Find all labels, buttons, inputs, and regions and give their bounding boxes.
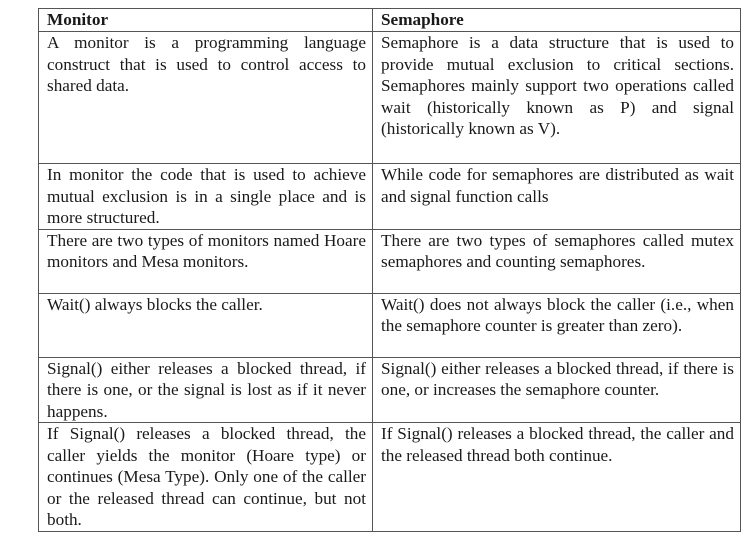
table-row: Wait() always blocks the caller. Wait() … — [38, 292, 741, 358]
semaphore-cell: Wait() does not always block the caller … — [372, 292, 741, 358]
monitor-vs-semaphore-table: Monitor Semaphore A monitor is a program… — [38, 8, 741, 532]
table-row: If Signal() releases a blocked thread, t… — [38, 422, 741, 532]
monitor-cell: There are two types of monitors named Ho… — [38, 228, 373, 294]
header-row: Monitor Semaphore — [38, 8, 741, 32]
table-row: In monitor the code that is used to achi… — [38, 163, 741, 230]
monitor-cell: Wait() always blocks the caller. — [38, 292, 373, 358]
monitor-cell: Signal() either releases a blocked threa… — [38, 356, 373, 423]
semaphore-cell: There are two types of semaphores called… — [372, 228, 741, 294]
column-header-semaphore: Semaphore — [372, 8, 741, 32]
table-row: A monitor is a programming language cons… — [38, 31, 741, 164]
column-header-monitor: Monitor — [38, 8, 373, 32]
table-row: Signal() either releases a blocked threa… — [38, 356, 741, 423]
monitor-cell: If Signal() releases a blocked thread, t… — [38, 422, 373, 532]
monitor-cell: A monitor is a programming language cons… — [38, 31, 373, 164]
monitor-cell: In monitor the code that is used to achi… — [38, 163, 373, 230]
semaphore-cell: Semaphore is a data structure that is us… — [372, 31, 741, 164]
semaphore-cell: While code for semaphores are distribute… — [372, 163, 741, 230]
table-row: There are two types of monitors named Ho… — [38, 228, 741, 294]
semaphore-cell: If Signal() releases a blocked thread, t… — [372, 422, 741, 532]
semaphore-cell: Signal() either releases a blocked threa… — [372, 356, 741, 423]
